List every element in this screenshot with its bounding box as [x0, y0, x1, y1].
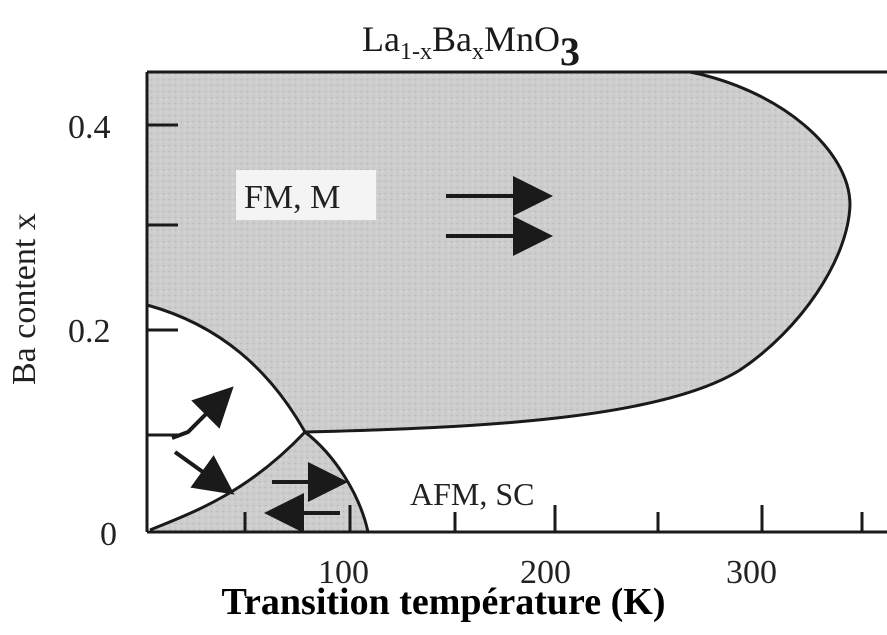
fm-label-bg: [236, 170, 376, 220]
y-tick-label: 0: [100, 516, 117, 553]
afm-region-label: AFM, SC: [410, 476, 535, 512]
spin-arrow-down-icon: [173, 450, 235, 495]
title-sub-x: x: [471, 39, 484, 65]
fm-insulator-boundary: [146, 303, 307, 433]
fm-region: [147, 72, 850, 432]
title-la: La: [362, 19, 400, 59]
fm-region-label: FM, M: [244, 179, 340, 216]
diagram-title: La1-xBaxMnO3: [362, 18, 580, 75]
low-boundary: [149, 430, 307, 532]
afm-region: [150, 432, 368, 532]
x-tick-label: 100: [318, 554, 369, 591]
title-mno: MnO: [483, 19, 560, 59]
spin-arrow-up-icon: [171, 386, 234, 440]
x-tick-label: 200: [520, 554, 571, 591]
x-tick-label: 300: [726, 554, 777, 591]
y-tick-label: 0.2: [68, 313, 111, 350]
title-sub-1-x: 1-x: [399, 39, 432, 65]
y-tick-label: 0.4: [68, 109, 111, 146]
fm-boundary: [304, 70, 852, 434]
title-ba: Ba: [431, 19, 472, 59]
y-axis-label: Ba content x: [6, 213, 43, 385]
title-sub-3: 3: [559, 29, 580, 74]
x-axis-label: Transition température (K): [221, 581, 666, 623]
